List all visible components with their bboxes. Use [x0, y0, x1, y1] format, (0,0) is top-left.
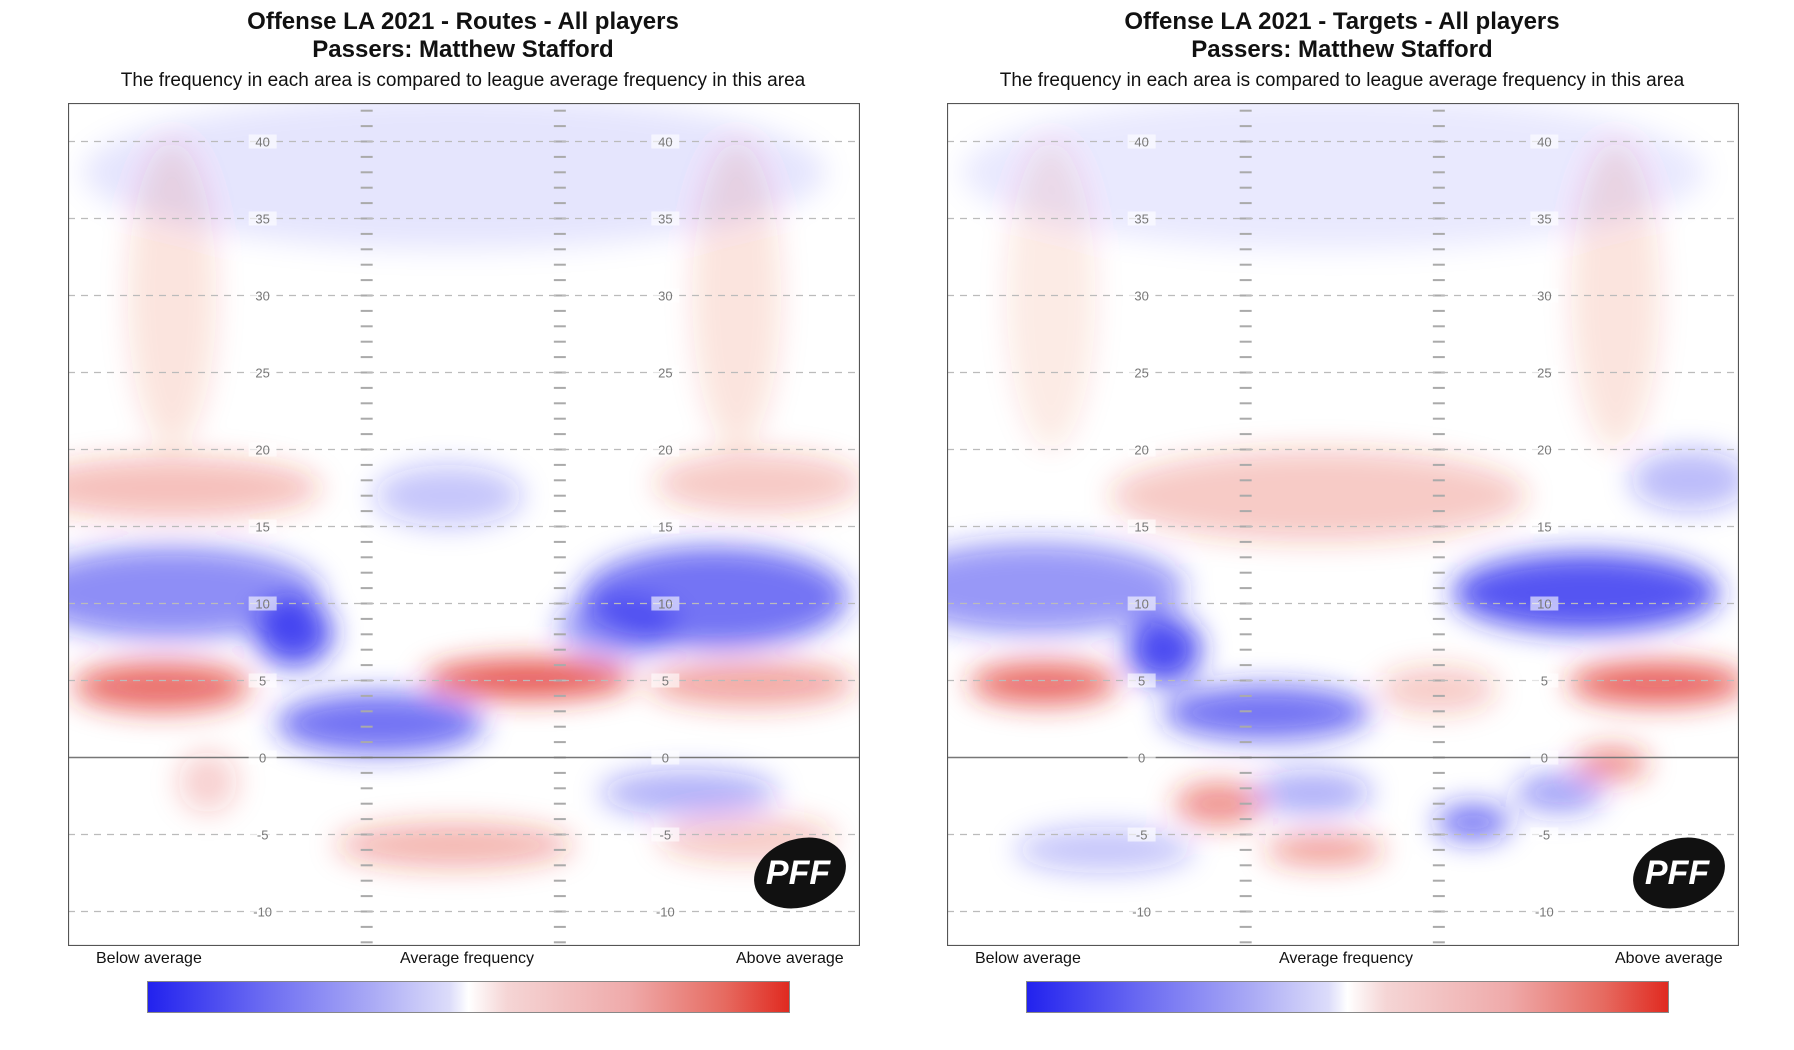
yard-tick-label: 5: [1138, 674, 1145, 689]
colorbar: [1026, 981, 1669, 1013]
heat-hotspot: [1015, 826, 1194, 874]
yard-tick-label: 35: [1537, 212, 1551, 227]
chart-title: Offense LA 2021 - Routes - All players: [247, 8, 679, 35]
yard-tick-label: 35: [255, 212, 269, 227]
heat-hotspot: [1162, 685, 1371, 741]
heat-hotspot: [969, 662, 1118, 706]
heat-hotspot: [276, 692, 485, 755]
pff-logo: PFF: [1633, 837, 1725, 909]
yard-tick-label: 30: [255, 289, 269, 304]
yard-tick-label: 40: [1134, 135, 1148, 150]
yard-tick-label: 15: [255, 520, 269, 535]
routes-heatmap-panel: Offense LA 2021 - Routes - All players P…: [0, 0, 880, 1050]
heat-hotspot: [1110, 449, 1527, 542]
yard-tick-label: 25: [658, 366, 672, 381]
heat-hotspot: [558, 595, 678, 658]
yard-tick-label: -5: [1539, 828, 1551, 843]
svg-text:PFF: PFF: [766, 854, 831, 892]
yard-tick-label: 0: [1138, 751, 1145, 766]
yard-tick-label: 35: [1134, 212, 1148, 227]
heat-hotspot: [1574, 746, 1649, 781]
heat-hotspot: [424, 658, 633, 699]
yard-tick-label: 30: [658, 289, 672, 304]
heat-hotspot: [599, 769, 779, 817]
yard-tick-label: 10: [1134, 597, 1148, 612]
heat-hotspot: [1568, 662, 1739, 706]
heat-hotspot: [68, 546, 321, 639]
yard-tick-label: 25: [1537, 366, 1551, 381]
field-heatmap: 40 40 35 35 30 30 25 25 20 20 15 15 10 10 5 5 0 0 -5 -5 -10 -…: [947, 103, 1739, 946]
heat-hotspot: [1377, 666, 1497, 713]
legend-mid-label: Average frequency: [400, 950, 535, 967]
yard-tick-label: 20: [1537, 443, 1551, 458]
heat-hotspot: [1514, 772, 1604, 813]
colorbar: [147, 981, 790, 1013]
legend-low-label: Below average: [96, 950, 202, 967]
yard-tick-label: 40: [1537, 135, 1551, 150]
yard-tick-label: 20: [255, 443, 269, 458]
yard-tick-label: 10: [255, 597, 269, 612]
legend-high-label: Above average: [1615, 950, 1723, 967]
heat-hotspot: [72, 662, 251, 712]
yard-tick-label: 5: [259, 674, 266, 689]
heat-hotspot: [1174, 782, 1264, 826]
yard-tick-label: 15: [1537, 520, 1551, 535]
yard-tick-label: 0: [1541, 751, 1548, 766]
yard-tick-label: 25: [255, 366, 269, 381]
heat-hotspot: [1264, 834, 1384, 866]
yard-tick-label: 5: [1541, 674, 1548, 689]
yard-tick-label: 35: [658, 212, 672, 227]
chart-title: Offense LA 2021 - Targets - All players: [1124, 8, 1560, 35]
chart-subtitle: The frequency in each area is compared t…: [120, 70, 806, 91]
yard-tick-label: 20: [658, 443, 672, 458]
yard-tick-label: -5: [1136, 828, 1148, 843]
heat-hotspot: [1435, 803, 1511, 841]
yard-tick-label: -10: [1535, 905, 1554, 920]
chart-subtitle: The frequency in each area is compared t…: [999, 70, 1685, 91]
yard-tick-label: 5: [662, 674, 669, 689]
yard-tick-label: 15: [1134, 520, 1148, 535]
legend-mid-label: Average frequency: [1279, 950, 1414, 967]
yard-tick-label: 40: [255, 135, 269, 150]
heat-hotspot: [374, 464, 523, 527]
yard-tick-label: 10: [658, 597, 672, 612]
heat-hotspot: [1253, 769, 1372, 817]
heat-hotspot: [947, 541, 1185, 635]
legend-high-label: Above average: [736, 950, 844, 967]
yard-tick-label: 15: [658, 520, 672, 535]
heat-hotspot: [647, 660, 856, 707]
yard-tick-label: -10: [253, 905, 272, 920]
chart-title-passers: Passers: Matthew Stafford: [312, 36, 614, 63]
yard-tick-label: 0: [662, 751, 669, 766]
yard-tick-label: 30: [1134, 289, 1148, 304]
yard-tick-label: -5: [257, 828, 269, 843]
heat-hotspot: [1452, 552, 1720, 633]
pff-logo: PFF: [754, 837, 846, 909]
heat-hotspot: [654, 452, 860, 515]
svg-text:PFF: PFF: [1645, 854, 1710, 892]
targets-heatmap-panel: Offense LA 2021 - Targets - All players …: [879, 0, 1759, 1050]
yard-tick-label: -10: [1132, 905, 1151, 920]
heat-hotspot: [1126, 615, 1202, 684]
chart-title-passers: Passers: Matthew Stafford: [1191, 36, 1493, 63]
yard-tick-label: 30: [1537, 289, 1551, 304]
yard-tick-label: -5: [660, 828, 672, 843]
yard-tick-label: 40: [658, 135, 672, 150]
heat-hotspot: [68, 457, 321, 519]
yard-tick-label: 10: [1537, 597, 1551, 612]
yard-tick-label: -10: [656, 905, 675, 920]
heat-hotspot: [177, 751, 238, 813]
heat-hotspot: [335, 822, 574, 869]
yard-tick-label: 25: [1134, 366, 1148, 381]
yard-tick-label: 20: [1134, 443, 1148, 458]
field-heatmap: 40 40 35 35 30 30 25 25 20 20 15 15 10 10 5 5 0 0 -5 -5 -10 -…: [68, 103, 860, 946]
yard-tick-label: 0: [259, 751, 266, 766]
legend-low-label: Below average: [975, 950, 1081, 967]
heat-hotspot: [1630, 449, 1739, 512]
